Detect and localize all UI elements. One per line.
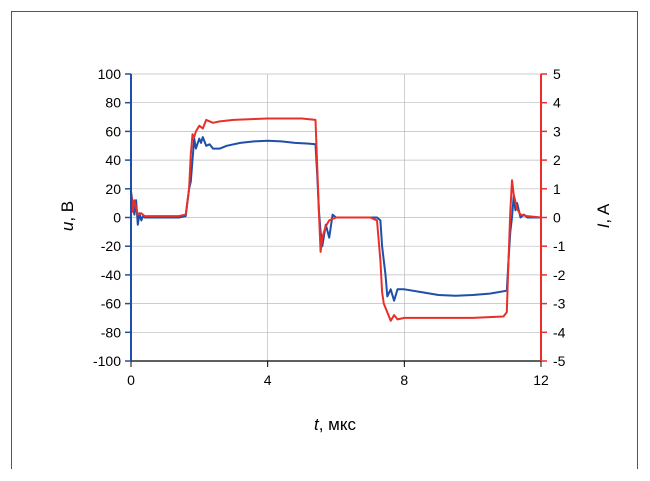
y-left-tick-label: -60 [101, 296, 121, 312]
y-right-tick-label: 1 [553, 181, 561, 197]
y-left-tick-label: -80 [101, 324, 121, 340]
y-right-tick-label: 3 [553, 123, 561, 139]
x-tick-label: 12 [533, 372, 549, 388]
y-left-tick-label: 60 [105, 123, 121, 139]
y-left-tick-label: -20 [101, 238, 121, 254]
x-tick-label: 0 [127, 372, 135, 388]
y-left-tick-label: 0 [113, 210, 121, 226]
y-right-tick-label: 4 [553, 95, 561, 111]
y-left-tick-label: -40 [101, 267, 121, 283]
current-series-line [130, 117, 542, 322]
y-left-tick-label: 80 [105, 95, 121, 111]
figure-frame [11, 11, 638, 469]
y-right-tick-label: -1 [553, 238, 566, 254]
y-right-tick-label: 0 [553, 210, 561, 226]
x-tick-label: 4 [264, 372, 272, 388]
series-layer [130, 117, 542, 322]
y-right-tick-label: -2 [553, 267, 566, 283]
x-tick-label: 8 [400, 372, 408, 388]
voltage-series-line [130, 136, 541, 302]
y-axis-left-label: u, В [58, 201, 77, 231]
y-axis-right-label: I, A [594, 203, 613, 228]
y-right-tick-label: 5 [553, 66, 561, 82]
y-right-tick-label: 2 [553, 152, 561, 168]
y-left-tick-label: 100 [98, 66, 122, 82]
y-left-tick-label: 20 [105, 181, 121, 197]
y-left-tick-label: 40 [105, 152, 121, 168]
y-right-tick-label: -5 [553, 353, 566, 369]
y-right-tick-label: -3 [553, 296, 566, 312]
y-right-tick-label: -4 [553, 324, 566, 340]
y-left-tick-label: -100 [93, 353, 121, 369]
ticks: 0 4 8 12 100 80 60 40 20 0 -20 -40 -60 -80 -100 5 4 3 2 1 0 -… [93, 66, 566, 388]
x-axis-label: t, мкс [314, 415, 356, 434]
